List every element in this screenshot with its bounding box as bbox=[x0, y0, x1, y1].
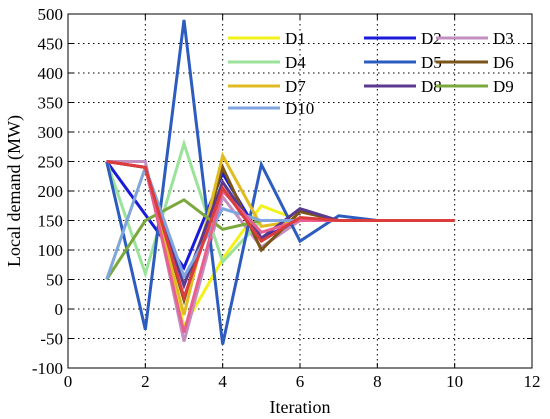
x-tick-label: 12 bbox=[524, 372, 541, 391]
x-tick-label: 4 bbox=[218, 372, 227, 391]
y-tick-label: 250 bbox=[38, 153, 64, 172]
legend-label-d3: D3 bbox=[493, 29, 514, 48]
legend-label-d2: D2 bbox=[421, 29, 442, 48]
legend-label-d1: D1 bbox=[285, 29, 306, 48]
y-tick-label: 500 bbox=[38, 5, 64, 24]
y-axis-label: Local demand (MW) bbox=[4, 115, 25, 267]
legend-label-d7: D7 bbox=[285, 77, 306, 96]
x-tick-label: 6 bbox=[296, 372, 305, 391]
series-lines bbox=[105, 19, 455, 345]
x-tick-label: 8 bbox=[373, 372, 382, 391]
legend-label-d5: D5 bbox=[421, 53, 442, 72]
y-tick-label: -50 bbox=[40, 330, 63, 349]
y-tick-label: 300 bbox=[38, 123, 64, 142]
y-tick-label: -100 bbox=[32, 359, 63, 378]
series-line-d3 bbox=[106, 160, 455, 342]
x-axis-label: Iteration bbox=[270, 397, 331, 417]
y-tick-label: 0 bbox=[55, 300, 64, 319]
x-tick-label: 0 bbox=[64, 372, 73, 391]
y-tick-label: 450 bbox=[38, 35, 64, 54]
legend-label-d8: D8 bbox=[421, 77, 442, 96]
axis-ticks: 0 2 4 6 8 10 12 -100 -50 0 50 100 150 200 250 300 350 400… bbox=[32, 5, 541, 391]
legend-label-d4: D4 bbox=[285, 53, 306, 72]
grid bbox=[68, 14, 532, 368]
x-tick-label: 10 bbox=[446, 372, 463, 391]
x-tick-label: 2 bbox=[141, 372, 150, 391]
series-line-d5 bbox=[105, 19, 455, 345]
y-tick-label: 100 bbox=[38, 241, 64, 260]
y-tick-label: 350 bbox=[38, 94, 64, 113]
y-tick-label: 400 bbox=[38, 64, 64, 83]
y-tick-label: 50 bbox=[46, 271, 63, 290]
legend: D1 D2 D3 D4 D5 D6 D7 D8 D9 D10 bbox=[228, 29, 514, 118]
legend-label-d6: D6 bbox=[493, 53, 514, 72]
series-line-unlabeled-10 bbox=[106, 160, 455, 333]
y-tick-label: 200 bbox=[38, 182, 64, 201]
legend-label-d9: D9 bbox=[493, 77, 514, 96]
series-line-unlabeled-11 bbox=[106, 160, 455, 303]
legend-label-d10: D10 bbox=[285, 99, 314, 118]
y-tick-label: 150 bbox=[38, 212, 64, 231]
